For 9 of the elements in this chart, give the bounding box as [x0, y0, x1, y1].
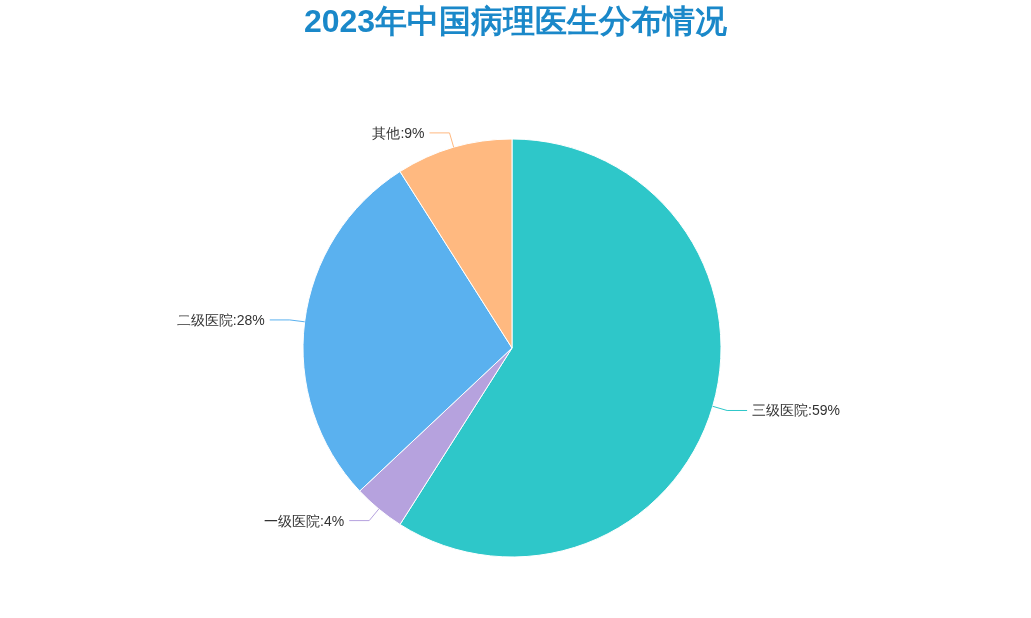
- data-label: :9%: [400, 124, 425, 141]
- slice-label: 一级医院: [264, 512, 321, 529]
- slice-label: 二级医院: [176, 311, 233, 328]
- slice-label: 其他: [372, 124, 401, 141]
- data-label: :28%: [232, 311, 265, 328]
- slice-label: 三级医院: [752, 402, 809, 419]
- data-label: :59%: [808, 402, 841, 419]
- data-label: :4%: [320, 512, 345, 529]
- chart-title: 2023年中国病理医生分布情况: [303, 3, 729, 39]
